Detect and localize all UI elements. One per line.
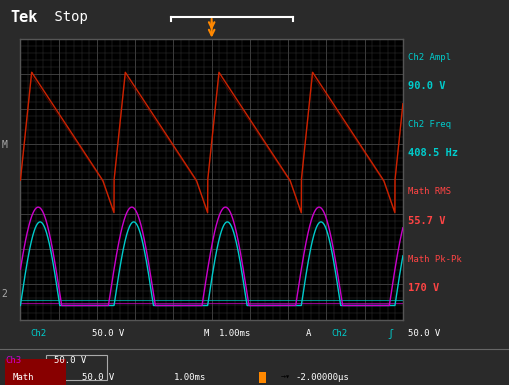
Text: 50.0 V: 50.0 V	[53, 356, 86, 365]
Text: 2: 2	[1, 289, 7, 299]
FancyBboxPatch shape	[46, 355, 107, 380]
Text: Math Pk-Pk: Math Pk-Pk	[408, 255, 461, 264]
Text: 408.5 Hz: 408.5 Hz	[408, 148, 458, 158]
Text: 50.0 V: 50.0 V	[92, 330, 124, 338]
Text: Ch2 Freq: Ch2 Freq	[408, 120, 450, 129]
Text: 170 V: 170 V	[408, 283, 439, 293]
Text: Ch3: Ch3	[5, 356, 21, 365]
Text: M: M	[1, 140, 7, 150]
Text: Tek: Tek	[10, 10, 38, 25]
Text: 1.00ms: 1.00ms	[173, 373, 205, 382]
Text: Ch2: Ch2	[31, 330, 47, 338]
Text: 50.0 V: 50.0 V	[407, 330, 439, 338]
Text: →▾: →▾	[280, 373, 290, 382]
Text: M: M	[204, 330, 209, 338]
Text: ʃ: ʃ	[387, 330, 393, 339]
Text: Ch2 Ampl: Ch2 Ampl	[408, 53, 450, 62]
Text: 90.0 V: 90.0 V	[408, 80, 445, 90]
Text: -2.00000µs: -2.00000µs	[295, 373, 349, 382]
Text: T: T	[260, 373, 265, 382]
Text: Math: Math	[13, 373, 34, 382]
Text: 50.0 V: 50.0 V	[81, 373, 114, 382]
Text: Ch2: Ch2	[331, 330, 347, 338]
Text: 1.00ms: 1.00ms	[219, 330, 251, 338]
Text: A: A	[305, 330, 311, 338]
FancyBboxPatch shape	[5, 359, 66, 385]
Text: Stop: Stop	[46, 10, 88, 24]
Text: 55.7 V: 55.7 V	[408, 216, 445, 226]
Text: Math RMS: Math RMS	[408, 187, 450, 196]
